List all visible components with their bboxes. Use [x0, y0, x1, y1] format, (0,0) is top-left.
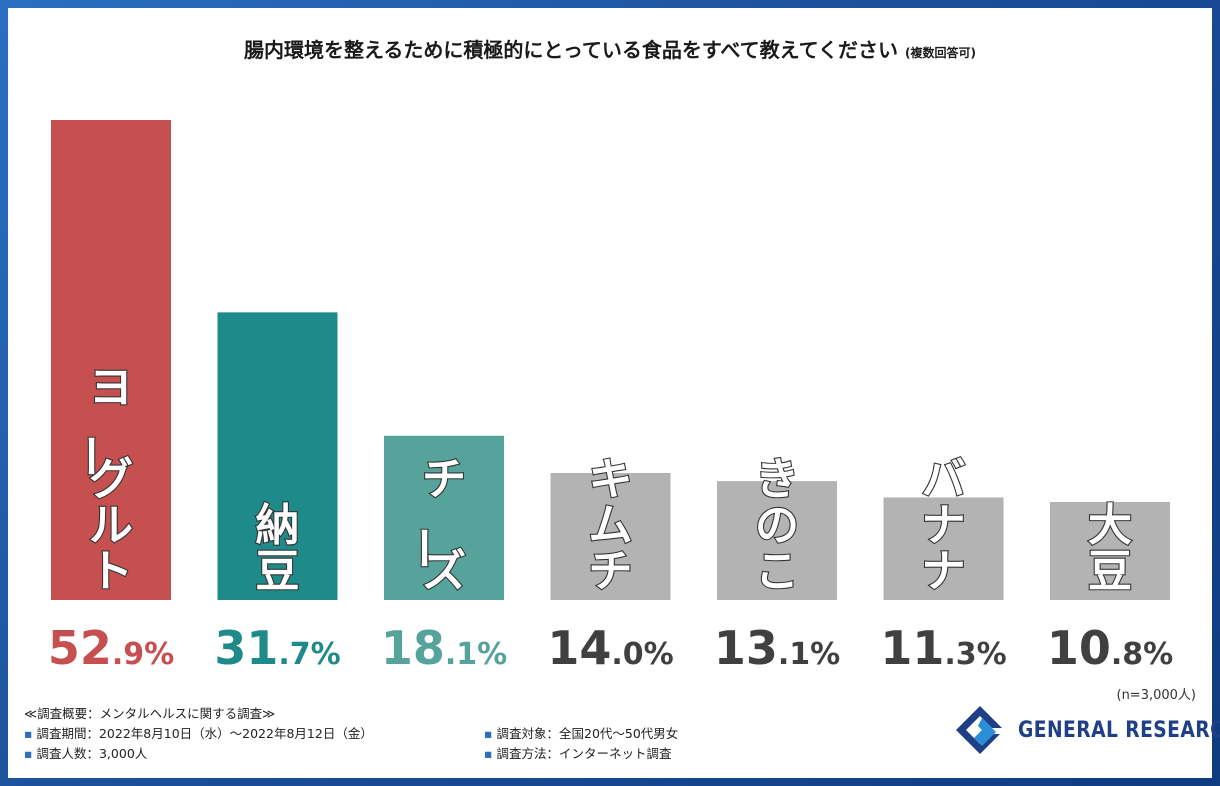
value-label: 11.3%	[880, 621, 1006, 675]
value-label: 14.0%	[547, 621, 673, 675]
chart-panel	[8, 8, 1212, 778]
bullet-icon: ▪	[484, 726, 493, 741]
category-label: ヨーグルト	[64, 362, 133, 597]
category-label: 納豆	[256, 500, 300, 597]
general-research-logo: GENERAL RESEARCH	[952, 704, 1220, 756]
sample-size: (n=3,000人)	[1116, 688, 1197, 703]
value-label: 18.1%	[381, 621, 507, 675]
bar-chart: ヨーグルト 52.9% 納豆 31.7% チーズ 18.1% キムチ 14.0% きのこ 13.1…	[48, 120, 1173, 675]
bullet-icon: ▪	[24, 746, 33, 761]
title-sub: (複数回答可)	[904, 46, 976, 60]
bullet-icon: ▪	[484, 746, 493, 761]
category-label: きのこ	[755, 454, 799, 597]
bar-3	[384, 435, 504, 600]
bar-2	[217, 312, 338, 600]
bar-1	[51, 120, 171, 600]
title-main: 腸内環境を整えるために積極的にとっている食品をすべて教えてください	[244, 38, 899, 62]
survey-target: 調査対象：全国20代〜50代男女	[496, 726, 679, 741]
survey-method: 調査方法：インターネット調査	[496, 746, 672, 761]
survey-notes-right: ▪ 調査対象：全国20代〜50代男女 ▪ 調査方法：インターネット調査	[484, 724, 678, 764]
value-label: 52.9%	[48, 621, 174, 675]
bar-5	[717, 481, 837, 600]
survey-notes: ≪調査概要：メンタルヘルスに関する調査≫ ▪ 調査期間：2022年8月10日（水）…	[24, 704, 373, 764]
category-label: キムチ	[589, 454, 633, 597]
chart-title: 腸内環境を整えるために積極的にとっている食品をすべて教えてください (複数回答可…	[0, 34, 1220, 63]
value-label: 13.1%	[714, 621, 840, 675]
category-label: バナナ	[922, 454, 966, 597]
survey-heading: ≪調査概要：メンタルヘルスに関する調査≫	[24, 706, 276, 721]
survey-count: 調査人数：3,000人	[36, 746, 148, 761]
bar-7	[1050, 502, 1170, 600]
survey-period: 調査期間：2022年8月10日（水）〜2022年8月12日（金）	[36, 726, 373, 741]
bullet-icon: ▪	[24, 726, 33, 741]
bar-6	[883, 497, 1004, 600]
value-label: 10.8%	[1047, 621, 1173, 675]
logo-mark-icon	[956, 706, 1002, 754]
category-label: 大豆	[1088, 500, 1132, 597]
bar-4	[550, 472, 671, 600]
category-label: チーズ	[397, 454, 466, 597]
logo-text: GENERAL RESEARCH	[1018, 718, 1220, 743]
value-label: 31.7%	[214, 621, 340, 675]
